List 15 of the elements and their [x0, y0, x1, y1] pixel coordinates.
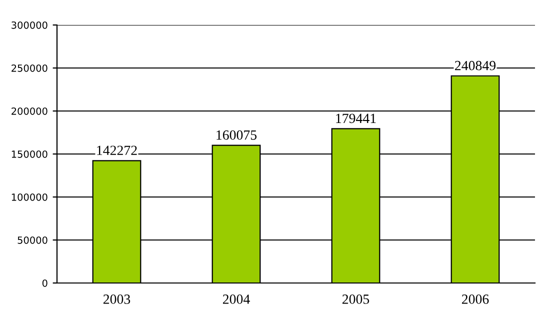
data-label: 240849: [455, 60, 496, 70]
x-tick-label: 2005: [342, 294, 370, 304]
data-label: 142272: [97, 146, 137, 155]
y-tick-label: 100000: [12, 193, 48, 201]
y-tick-label: 0: [42, 279, 48, 287]
x-tick-label: 2003: [103, 294, 130, 304]
x-tick-label: 2006: [462, 294, 489, 304]
data-label: 160075: [216, 130, 257, 140]
data-label: 179441: [336, 114, 376, 124]
y-tick-label: 200000: [12, 107, 48, 115]
y-tick-label: 250000: [12, 64, 48, 72]
y-tick-label: 150000: [12, 150, 48, 158]
x-tick-label: 2004: [222, 294, 250, 304]
y-tick-label: 300000: [12, 21, 48, 29]
y-tick-label: 50000: [18, 236, 48, 244]
